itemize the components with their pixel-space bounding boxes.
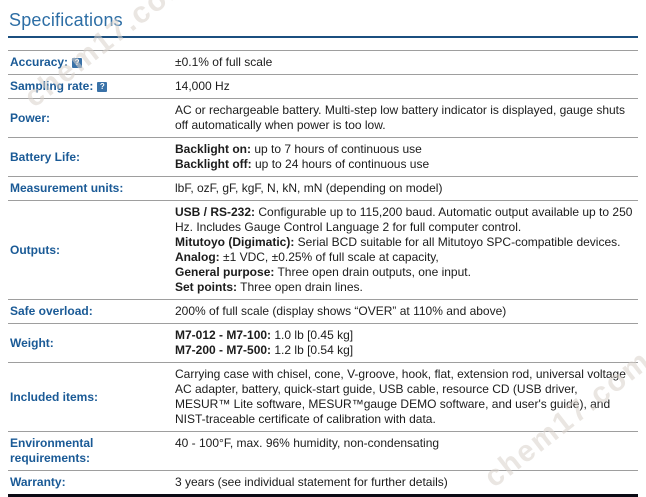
spec-value-line: 200% of full scale (display shows “OVER”…	[175, 304, 507, 318]
table-row: Accuracy:? ±0.1% of full scale	[8, 50, 638, 74]
spec-value-line: 40 - 100°F, max. 96% humidity, non-conde…	[175, 436, 440, 450]
spec-value-cell: AC or rechargeable battery. Multi-step l…	[175, 99, 638, 137]
table-row: Outputs: USB / RS-232: Configurable up to…	[8, 200, 638, 299]
table-row: Weight: M7-012 - M7-100: 1.0 lb [0.45 kg]…	[8, 323, 638, 362]
specifications-page: Specifications Accuracy:? ±0.1% of full s…	[8, 0, 646, 497]
spec-label-cell: Power:	[8, 99, 175, 137]
spec-value-line: lbF, ozF, gF, kgF, N, kN, mN (depending …	[175, 181, 443, 195]
spec-value-cell: 14,000 Hz	[175, 75, 638, 98]
spec-label-cell: Safe overload:	[8, 300, 175, 323]
spec-label: Environmental requirements:	[10, 436, 94, 465]
table-row: Battery Life: Backlight on: up to 7 hours…	[8, 137, 638, 176]
table-row: Power: AC or rechargeable battery. Multi-…	[8, 98, 638, 137]
spec-value-line: AC or rechargeable battery. Multi-step l…	[175, 103, 626, 132]
spec-label-cell: Environmental requirements:	[8, 432, 175, 470]
table-row: Sampling rate:? 14,000 Hz	[8, 74, 638, 98]
table-row: Included items: Carrying case with chisel…	[8, 362, 638, 431]
spec-value-line: 14,000 Hz	[175, 79, 230, 93]
spec-label: Outputs:	[10, 242, 60, 257]
spec-label: Power:	[10, 110, 51, 125]
spec-value-line: General purpose: Three open drain output…	[175, 265, 471, 279]
spec-label-cell: Weight:	[8, 324, 175, 362]
spec-value-cell: M7-012 - M7-100: 1.0 lb [0.45 kg] M7-200 …	[175, 324, 638, 362]
spec-label: Warranty:	[10, 475, 66, 489]
spec-label: Weight:	[10, 335, 54, 350]
title-underline	[8, 36, 638, 38]
spec-value-cell: ±0.1% of full scale	[175, 51, 638, 74]
spec-label-cell: Measurement units:	[8, 177, 175, 200]
spec-label-cell: Accuracy:?	[8, 51, 175, 74]
table-row: Warranty: 3 years (see individual stateme…	[8, 470, 638, 494]
spec-value-line: M7-012 - M7-100: 1.0 lb [0.45 kg]	[175, 328, 354, 342]
spec-label: Accuracy:	[10, 55, 69, 69]
spec-label: Included items:	[10, 389, 99, 404]
help-icon[interactable]: ?	[72, 57, 83, 68]
spec-value-cell: 3 years (see individual statement for fu…	[175, 471, 638, 494]
help-icon[interactable]: ?	[97, 81, 108, 92]
spec-label-cell: Sampling rate:?	[8, 75, 175, 98]
spec-value-cell: Carrying case with chisel, cone, V-groov…	[175, 363, 638, 431]
spec-table: Accuracy:? ±0.1% of full scale Sampling ra…	[8, 50, 638, 497]
spec-label-cell: Outputs:	[8, 201, 175, 299]
spec-value-cell: USB / RS-232: Configurable up to 115,200…	[175, 201, 638, 299]
spec-label-cell: Warranty:	[8, 471, 175, 494]
spec-value-line: Analog: ±1 VDC, ±0.25% of full scale at …	[175, 250, 439, 264]
spec-label: Measurement units:	[10, 181, 124, 195]
spec-value-cell: Backlight on: up to 7 hours of continuou…	[175, 138, 638, 176]
spec-label-cell: Battery Life:	[8, 138, 175, 176]
page-title: Specifications	[9, 10, 123, 30]
spec-label: Safe overload:	[10, 304, 93, 318]
spec-value-line: USB / RS-232: Configurable up to 115,200…	[175, 205, 633, 234]
spec-value-line: M7-200 - M7-500: 1.2 lb [0.54 kg]	[175, 343, 354, 357]
spec-value-cell: 200% of full scale (display shows “OVER”…	[175, 300, 638, 323]
spec-label: Battery Life:	[10, 149, 81, 164]
spec-value-cell: lbF, ozF, gF, kgF, N, kN, mN (depending …	[175, 177, 638, 200]
spec-value-line: Set points: Three open drain lines.	[175, 280, 363, 294]
spec-value-line: ±0.1% of full scale	[175, 55, 273, 69]
table-row: Measurement units: lbF, ozF, gF, kgF, N, …	[8, 176, 638, 200]
spec-label: Sampling rate:	[10, 79, 94, 93]
spec-value-line: Backlight off: up to 24 hours of continu…	[175, 157, 430, 171]
spec-value-cell: 40 - 100°F, max. 96% humidity, non-conde…	[175, 432, 638, 470]
spec-value-line: Carrying case with chisel, cone, V-groov…	[175, 367, 626, 426]
table-row: Environmental requirements: 40 - 100°F, m…	[8, 431, 638, 470]
spec-value-line: Backlight on: up to 7 hours of continuou…	[175, 142, 422, 156]
table-row: Safe overload: 200% of full scale (displa…	[8, 299, 638, 323]
spec-value-line: Mitutoyo (Digimatic): Serial BCD suitabl…	[175, 235, 621, 249]
spec-value-line: 3 years (see individual statement for fu…	[175, 475, 448, 489]
spec-label-cell: Included items:	[8, 363, 175, 431]
